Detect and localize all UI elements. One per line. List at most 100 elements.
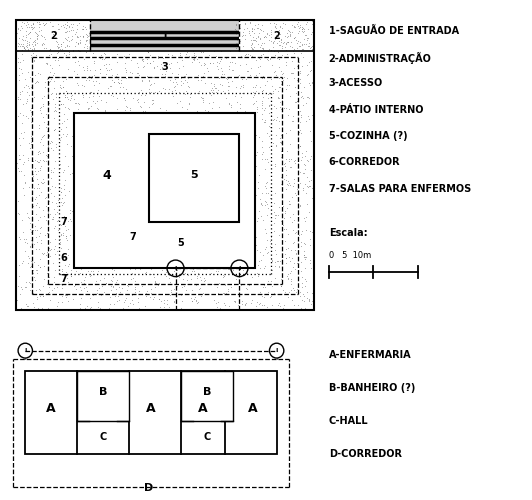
Point (297, 304, 305, 312)
Point (193, 36, 202, 44)
Point (54, 217, 63, 225)
Point (276, 257, 284, 265)
Point (277, 275, 285, 283)
Point (34, 304, 43, 312)
Point (19, 160, 28, 168)
Point (246, 34, 255, 42)
Point (50, 70, 59, 78)
Point (294, 36, 303, 44)
Point (22, 282, 30, 290)
Point (275, 299, 284, 307)
Point (89, 49, 97, 57)
Point (293, 285, 301, 293)
Point (94, 92, 103, 100)
Point (179, 80, 187, 88)
Point (207, 88, 216, 96)
Point (13, 296, 21, 304)
Point (267, 292, 275, 300)
Point (34, 20, 42, 28)
Point (82, 37, 90, 45)
Point (43, 280, 51, 288)
Point (68, 22, 76, 30)
Point (21, 36, 29, 44)
Point (137, 19, 146, 27)
Point (275, 40, 284, 48)
Point (180, 72, 188, 80)
Point (157, 45, 165, 53)
Point (281, 61, 290, 69)
Point (35, 244, 43, 252)
Point (50, 274, 59, 281)
Point (19, 184, 28, 192)
Point (130, 43, 138, 51)
Point (300, 36, 308, 44)
Point (240, 26, 248, 34)
Point (266, 123, 275, 131)
Point (288, 296, 297, 304)
Point (27, 132, 36, 140)
Point (149, 40, 157, 48)
Point (259, 281, 268, 289)
Point (256, 43, 264, 51)
Point (138, 56, 147, 64)
Point (212, 18, 220, 26)
Point (126, 104, 135, 112)
Point (22, 209, 31, 217)
Point (34, 44, 42, 52)
Point (74, 58, 82, 66)
Point (267, 75, 276, 83)
Point (295, 108, 304, 116)
Point (20, 234, 29, 242)
Point (250, 24, 258, 32)
Point (282, 259, 290, 267)
Point (298, 290, 307, 298)
Point (83, 31, 92, 39)
Point (305, 177, 313, 185)
Point (115, 80, 123, 88)
Point (286, 140, 294, 147)
Point (174, 274, 183, 281)
Point (33, 184, 41, 192)
Point (71, 99, 80, 107)
Point (89, 70, 98, 78)
Point (266, 194, 275, 202)
Point (44, 161, 53, 169)
Point (275, 124, 283, 132)
Point (306, 264, 315, 272)
Point (35, 18, 43, 26)
Point (244, 66, 252, 74)
Point (262, 236, 271, 244)
Point (150, 64, 159, 72)
Point (301, 180, 310, 188)
Point (99, 54, 108, 62)
Point (84, 106, 92, 114)
Point (46, 252, 54, 260)
Point (67, 92, 76, 100)
Point (96, 304, 105, 312)
Point (306, 127, 314, 135)
Point (22, 24, 31, 32)
Point (62, 24, 70, 32)
Point (195, 29, 204, 37)
Point (165, 274, 173, 282)
Point (252, 71, 260, 79)
Point (290, 189, 299, 197)
Point (239, 32, 247, 40)
Point (20, 44, 28, 52)
Point (145, 88, 153, 96)
Point (187, 34, 196, 42)
Point (105, 60, 114, 68)
Bar (16, 20, 90, 52)
Text: I: I (174, 266, 177, 271)
Point (300, 40, 308, 48)
Point (18, 50, 26, 58)
Point (198, 96, 207, 104)
Point (55, 62, 63, 70)
Point (30, 222, 39, 230)
Point (189, 54, 197, 62)
Point (262, 188, 270, 196)
Point (281, 160, 289, 168)
Point (220, 70, 228, 78)
Point (287, 162, 296, 170)
Point (127, 275, 136, 283)
